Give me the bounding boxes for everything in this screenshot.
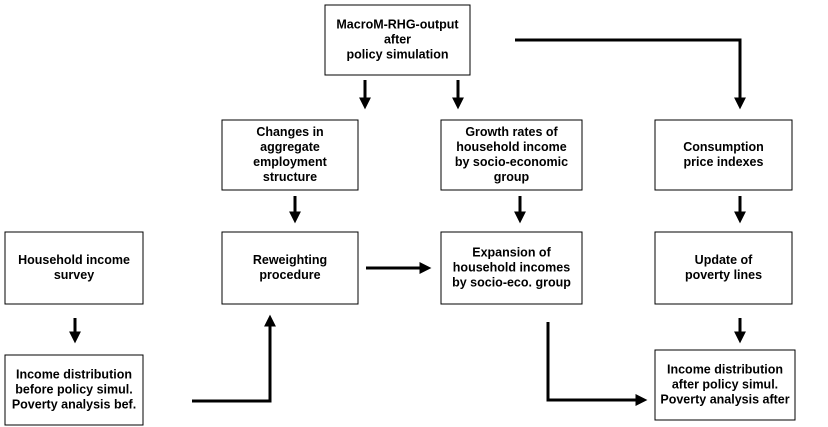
node-label: Update of xyxy=(695,253,753,267)
node-box xyxy=(654,231,793,305)
node-label: after policy simul. xyxy=(672,377,778,391)
node-label: Expansion of xyxy=(472,245,551,259)
node-label: employment xyxy=(253,155,327,169)
arrow xyxy=(192,314,276,403)
node-label: household incomes xyxy=(453,260,570,274)
node-label: group xyxy=(494,170,530,184)
node-label: Poverty analysis after xyxy=(660,392,789,406)
node-label: Poverty analysis bef. xyxy=(12,397,136,411)
node-label: Income distribution xyxy=(667,362,783,376)
node-label: aggregate xyxy=(260,140,320,154)
node-box xyxy=(440,231,583,305)
node-label: household income xyxy=(456,140,566,154)
node-label: Consumption xyxy=(683,140,764,154)
node-box xyxy=(654,349,796,421)
node-label: before policy simul. xyxy=(15,382,132,396)
node-label: MacroM-RHG-output xyxy=(336,17,459,31)
node-label: by socio-economic xyxy=(455,155,568,169)
node-label: Changes in xyxy=(256,125,323,139)
node-label: Growth rates of xyxy=(465,125,558,139)
node-label: procedure xyxy=(259,268,320,282)
node-label: after xyxy=(384,32,411,46)
node-label: Household income xyxy=(18,253,130,267)
node-label: policy simulation xyxy=(346,47,448,61)
node-label: by socio-eco. group xyxy=(452,275,571,289)
arrow xyxy=(546,322,648,406)
arrow xyxy=(515,38,746,110)
node-box xyxy=(4,354,144,426)
node-box xyxy=(324,4,471,76)
node-box xyxy=(654,119,793,191)
node-box xyxy=(221,231,359,305)
node-label: poverty lines xyxy=(685,268,762,282)
node-label: structure xyxy=(263,170,317,184)
node-label: Income distribution xyxy=(16,367,132,381)
node-label: Reweighting xyxy=(253,253,327,267)
arrows xyxy=(69,38,746,406)
node-box xyxy=(440,119,583,191)
node-label: survey xyxy=(54,268,94,282)
node-box xyxy=(4,231,144,305)
node-label: price indexes xyxy=(684,155,764,169)
node-box xyxy=(221,119,359,191)
